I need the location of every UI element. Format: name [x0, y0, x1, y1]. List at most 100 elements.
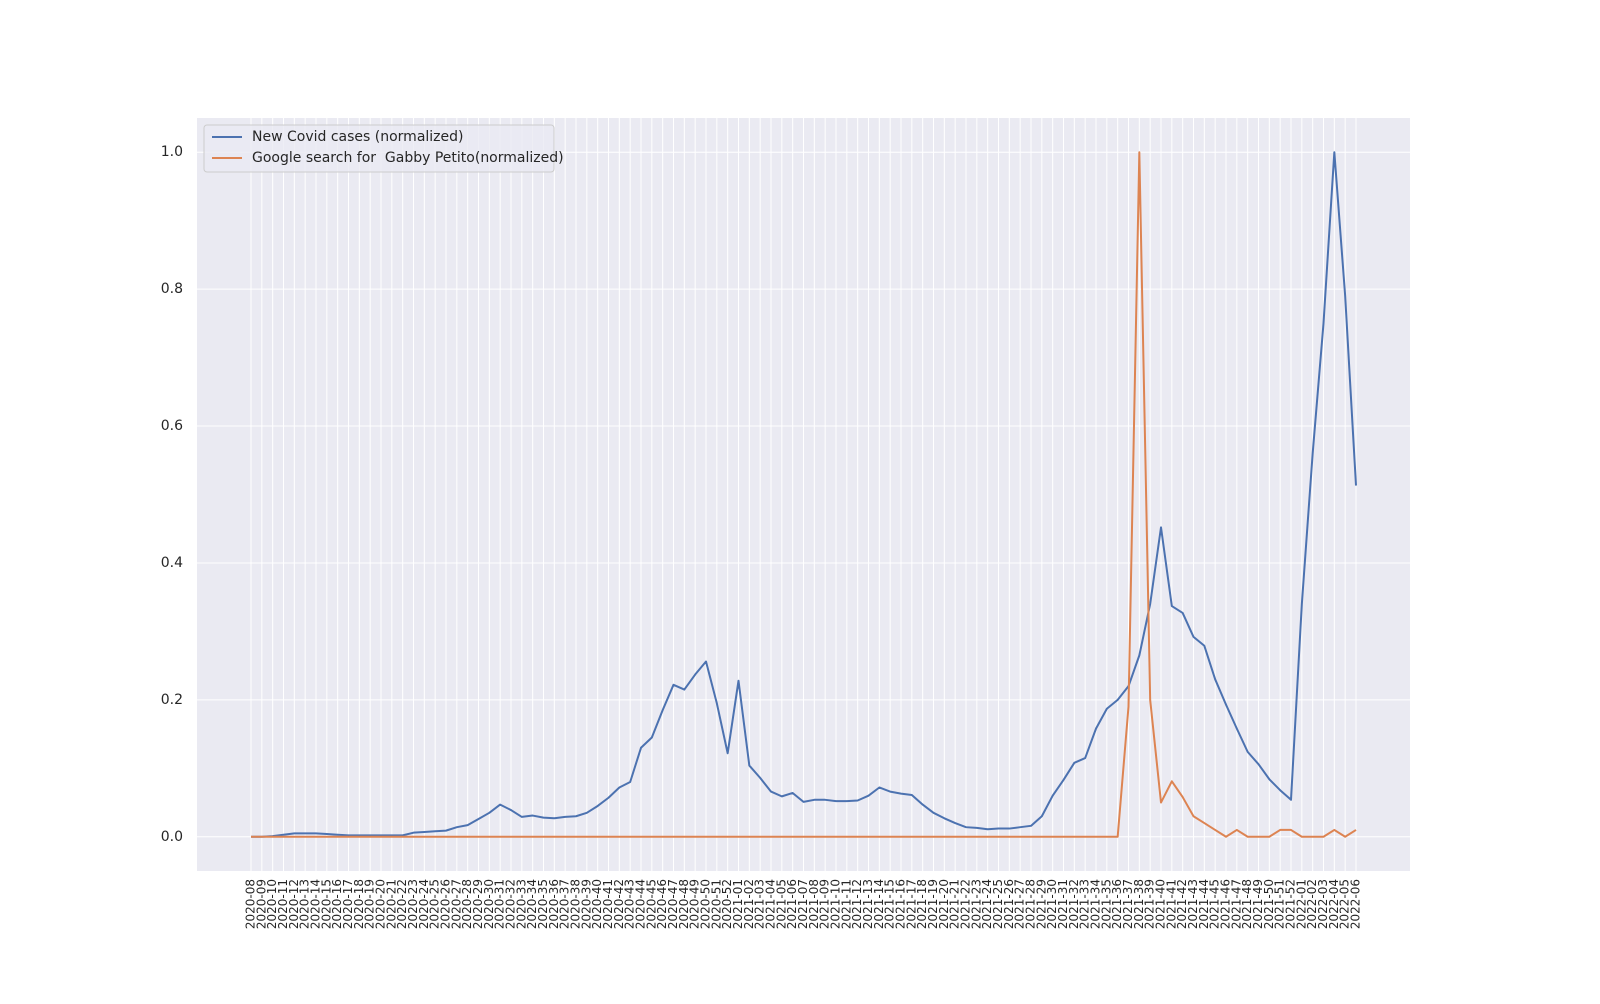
x-tick-label: 2021-15: [883, 879, 897, 929]
x-tick-label: 2020-52: [720, 879, 734, 929]
x-tick-label: 2020-12: [287, 879, 301, 929]
x-tick-label: 2021-26: [1002, 879, 1016, 929]
x-tick-label: 2021-23: [969, 879, 983, 929]
legend-box: [203, 124, 555, 173]
x-tick-label: 2020-10: [265, 879, 279, 929]
x-tick-label: 2022-04: [1327, 879, 1341, 929]
x-tick-label: 2022-05: [1338, 879, 1352, 929]
x-tick-label: 2020-36: [547, 879, 561, 929]
x-tick-label: 2021-20: [937, 879, 951, 929]
x-tick-label: 2021-16: [894, 879, 908, 929]
x-tick-label: 2021-22: [959, 879, 973, 929]
x-tick-label: 2022-06: [1349, 879, 1363, 929]
x-tick-label: 2020-08: [244, 879, 258, 929]
x-tick-label: 2021-11: [839, 879, 853, 929]
x-tick-label: 2021-37: [1121, 879, 1135, 929]
x-tick-label: 2021-48: [1240, 879, 1254, 929]
x-tick-label: 2020-44: [634, 879, 648, 929]
series-line: [251, 151, 1357, 838]
x-tick-label: 2021-17: [904, 879, 918, 929]
x-tick-label: 2021-25: [991, 879, 1005, 929]
x-tick-label: 2021-49: [1251, 879, 1265, 929]
x-tick-label: 2020-11: [276, 879, 290, 929]
x-tick-label: 2021-18: [915, 879, 929, 929]
series-line: [251, 151, 1357, 838]
x-tick-label: 2021-14: [872, 879, 886, 929]
x-tick-label: 2021-06: [785, 879, 799, 929]
y-tick-label: 0.0: [161, 829, 183, 845]
x-tick-label: 2021-28: [1024, 879, 1038, 929]
x-tick-label: 2020-16: [330, 879, 344, 929]
x-tick-label: 2021-01: [731, 879, 745, 929]
x-tick-label: 2020-39: [579, 879, 593, 929]
x-tick-label: 2021-33: [1078, 879, 1092, 929]
x-tick-label: 2020-22: [395, 879, 409, 929]
x-tick-label: 2020-33: [514, 879, 528, 929]
legend-label: New Covid cases (normalized): [252, 129, 463, 145]
x-tick-label: 2021-35: [1099, 879, 1113, 929]
x-tick-label: 2021-19: [926, 879, 940, 929]
x-tick-label: 2021-36: [1110, 879, 1124, 929]
x-tick-label: 2020-14: [309, 879, 323, 929]
x-tick-label: 2020-24: [417, 879, 431, 929]
x-tick-label: 2020-46: [655, 879, 669, 929]
x-tick-label: 2020-28: [460, 879, 474, 929]
x-tick-label: 2022-01: [1294, 879, 1308, 929]
x-tick-label: 2021-10: [829, 879, 843, 929]
x-tick-label: 2020-20: [374, 879, 388, 929]
x-tick-label: 2020-15: [319, 879, 333, 929]
x-tick-label: 2020-34: [525, 879, 539, 929]
x-tick-label: 2020-09: [254, 879, 268, 929]
x-tick-label: 2021-50: [1262, 879, 1276, 929]
x-tick-label: 2021-47: [1229, 879, 1243, 929]
x-tick-label: 2021-13: [861, 879, 875, 929]
x-tick-label: 2021-31: [1056, 879, 1070, 929]
x-tick-label: 2021-32: [1067, 879, 1081, 929]
x-tick-label: 2021-40: [1154, 879, 1168, 929]
x-tick-label: 2020-51: [709, 879, 723, 929]
x-tick-label: 2021-27: [1013, 879, 1027, 929]
x-tick-label: 2020-25: [428, 879, 442, 929]
x-tick-label: 2021-08: [807, 879, 821, 929]
x-tick-label: 2020-37: [558, 879, 572, 929]
x-tick-label: 2020-18: [352, 879, 366, 929]
x-tick-label: 2020-50: [699, 879, 713, 929]
x-tick-label: 2021-21: [948, 879, 962, 929]
x-tick-label: 2020-19: [363, 879, 377, 929]
x-tick-label: 2020-27: [449, 879, 463, 929]
x-tick-label: 2022-02: [1305, 879, 1319, 929]
x-tick-label: 2020-40: [590, 879, 604, 929]
y-tick-label: 0.8: [161, 281, 183, 297]
x-tick-label: 2020-49: [688, 879, 702, 929]
x-tick-label: 2020-31: [493, 879, 507, 929]
x-tick-label: 2021-29: [1034, 879, 1048, 929]
x-tick-label: 2021-09: [818, 879, 832, 929]
x-tick-label: 2020-29: [471, 879, 485, 929]
x-tick-label: 2021-43: [1186, 879, 1200, 929]
y-tick-label: 0.4: [161, 555, 183, 571]
x-tick-label: 2021-03: [753, 879, 767, 929]
x-tick-label: 2020-30: [482, 879, 496, 929]
y-tick-label: 1.0: [161, 144, 183, 160]
x-tick-label: 2021-38: [1132, 879, 1146, 929]
x-tick-label: 2020-38: [569, 879, 583, 929]
x-tick-label: 2020-23: [406, 879, 420, 929]
legend-label: Google search for Gabby Petito(normalize…: [252, 150, 564, 166]
x-tick-label: 2020-47: [666, 879, 680, 929]
x-tick-label: 2022-03: [1316, 879, 1330, 929]
x-tick-label: 2021-44: [1197, 879, 1211, 929]
x-tick-label: 2021-42: [1175, 879, 1189, 929]
x-tick-label: 2021-05: [774, 879, 788, 929]
x-tick-label: 2021-30: [1045, 879, 1059, 929]
x-tick-label: 2020-43: [623, 879, 637, 929]
x-tick-label: 2020-21: [384, 879, 398, 929]
x-tick-label: 2021-51: [1273, 879, 1287, 929]
x-tick-label: 2021-34: [1089, 879, 1103, 929]
x-tick-label: 2020-13: [298, 879, 312, 929]
x-tick-label: 2020-41: [601, 879, 615, 929]
x-tick-label: 2020-26: [439, 879, 453, 929]
x-tick-label: 2021-46: [1219, 879, 1233, 929]
x-tick-label: 2020-45: [644, 879, 658, 929]
x-tick-label: 2021-45: [1208, 879, 1222, 929]
